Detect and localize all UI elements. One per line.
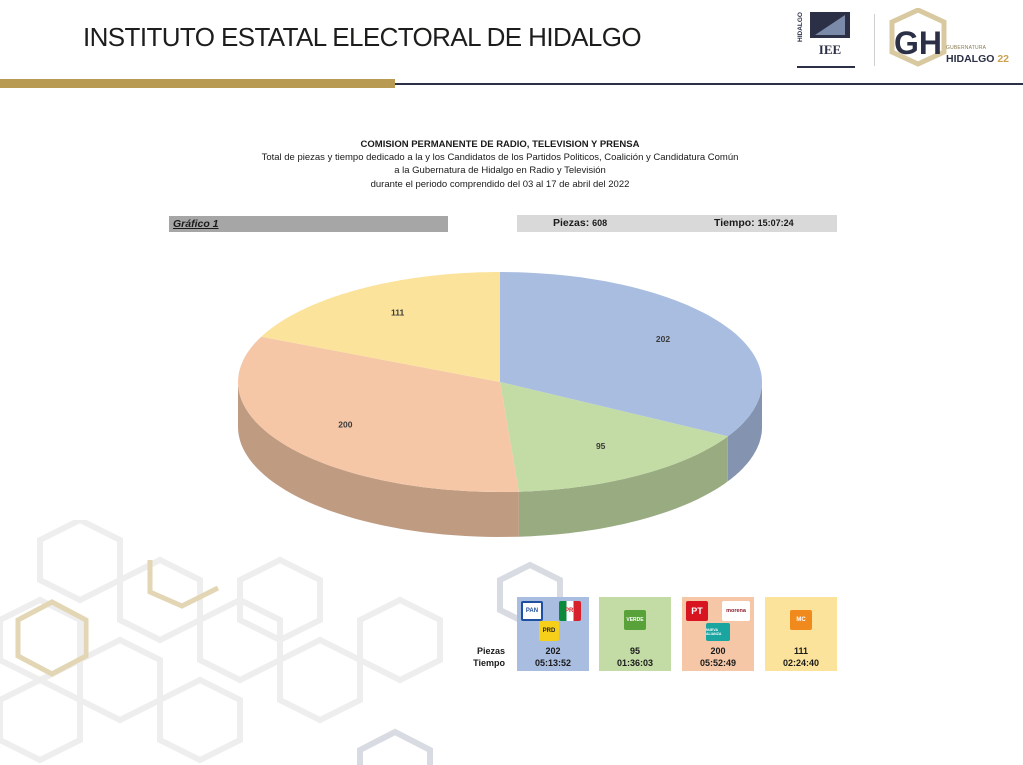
- pie-data-label-0: 202: [656, 334, 670, 344]
- nueva-alianza-logo-icon: NUEVA ALIANZA: [706, 623, 730, 641]
- gh-logo-number: 22: [997, 53, 1010, 65]
- mc-logo-icon: MC: [790, 610, 812, 630]
- report-title: COMISION PERMANENTE DE RADIO, TELEVISION…: [360, 139, 640, 150]
- column-tiempo: 05:13:52: [534, 658, 572, 668]
- pie-data-label-3: 111: [391, 308, 405, 318]
- iee-logo-vertical-text: HIDALGO: [797, 12, 804, 42]
- hexagon-background-pattern: [0, 520, 563, 765]
- header-divider-line: [395, 83, 1023, 85]
- chart-label: Gráfico 1: [173, 218, 219, 230]
- pan-logo-icon: PAN: [521, 601, 543, 621]
- table-column-pan-pri-prd: PAN PRI PRD 202 05:13:52: [517, 597, 589, 671]
- column-tiempo: 02:24:40: [782, 658, 820, 668]
- pie-side-0: [727, 382, 762, 482]
- pie-slice-3: [261, 272, 500, 382]
- pie-chart: 202 95 200 111: [238, 272, 762, 537]
- column-tiempo: 05:52:49: [699, 658, 737, 668]
- column-piezas: 111: [793, 646, 809, 656]
- prd-logo-icon: PRD: [539, 621, 559, 641]
- piezas-total-value: 608: [592, 218, 608, 228]
- column-values: 200 05:52:49: [682, 645, 754, 669]
- column-piezas: 202: [545, 646, 561, 656]
- piezas-total-label: Piezas:: [553, 217, 590, 229]
- table-row-labels: Piezas Tiempo: [449, 645, 505, 669]
- gubernatura-hidalgo-logo: GH: [889, 8, 947, 67]
- report-subtitle-2: a la Gubernatura de Hidalgo en Radio y T…: [394, 165, 606, 176]
- column-tiempo: 01:36:03: [616, 658, 654, 668]
- gh-logo-big-text: HIDALGO 22: [946, 53, 1009, 65]
- tiempo-total-value: 15:07:24: [757, 218, 794, 228]
- logo-separator: [874, 14, 875, 66]
- pt-logo-icon: PT: [686, 601, 708, 621]
- column-values: 111 02:24:40: [765, 645, 837, 669]
- pie-side-1: [518, 436, 728, 537]
- tiempo-total-label: Tiempo:: [714, 217, 755, 229]
- pie-slice-1: [500, 382, 728, 492]
- gh-logo-letters: GH: [894, 25, 942, 61]
- iee-logo-text: IEE: [819, 42, 841, 57]
- table-column-pt-morena-na: PT morena NUEVA ALIANZA 200 05:52:49: [682, 597, 754, 671]
- pie-slice-0: [500, 272, 762, 437]
- row-label-piezas: Piezas: [476, 646, 505, 656]
- verde-logo-icon: VERDE: [624, 610, 646, 630]
- page-title: INSTITUTO ESTATAL ELECTORAL DE HIDALGO: [83, 22, 642, 52]
- pie-data-label-2: 200: [338, 419, 352, 429]
- column-piezas: 95: [629, 646, 640, 656]
- table-column-mc: MC 111 02:24:40: [765, 597, 837, 671]
- column-piezas: 200: [710, 646, 726, 656]
- pie-data-label-1: 95: [596, 441, 606, 451]
- pie-slice-2: [238, 336, 519, 492]
- tiempo-total: Tiempo: 15:07:24: [714, 217, 794, 229]
- chart-label-bar: Gráfico 1: [169, 216, 448, 232]
- report-subtitle-1: Total de piezas y tiempo dedicado a la y…: [261, 152, 739, 163]
- piezas-total: Piezas: 608: [553, 217, 607, 229]
- row-label-tiempo: Tiempo: [473, 658, 505, 668]
- pie-side-2: [238, 382, 519, 537]
- report-subtitle-3: durante el periodo comprendido del 03 al…: [370, 179, 630, 190]
- gh-logo-big-word: HIDALGO: [946, 53, 995, 65]
- table-column-verde: VERDE 95 01:36:03: [599, 597, 671, 671]
- morena-logo-icon: morena: [722, 601, 750, 621]
- pri-logo-icon: PRI: [559, 601, 581, 621]
- iee-logo: HIDALGO IEE: [797, 12, 855, 68]
- gold-accent-bar: [0, 79, 395, 88]
- column-values: 95 01:36:03: [599, 645, 671, 669]
- column-values: 202 05:13:52: [517, 645, 589, 669]
- gh-logo-small-text: GUBERNATURA: [946, 45, 987, 51]
- totals-bar: Piezas: 608 Tiempo: 15:07:24: [517, 215, 837, 232]
